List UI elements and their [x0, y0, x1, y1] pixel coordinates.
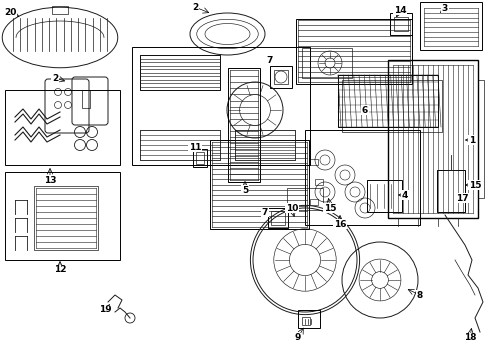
Bar	[314, 179, 323, 185]
Text: 6: 6	[361, 105, 367, 114]
Bar	[227, 68, 260, 182]
Bar	[302, 317, 309, 325]
Text: 10: 10	[285, 203, 298, 212]
Bar	[387, 60, 477, 218]
Bar	[270, 211, 285, 225]
Bar	[393, 17, 407, 31]
Text: 17: 17	[455, 194, 468, 202]
Text: 4: 4	[401, 190, 407, 199]
Bar	[309, 159, 317, 165]
Bar	[209, 140, 308, 229]
Text: 8: 8	[416, 291, 422, 300]
Bar	[302, 48, 351, 78]
Text: 2: 2	[52, 73, 58, 82]
Bar	[193, 149, 206, 167]
Text: 20: 20	[4, 8, 16, 17]
Text: 7: 7	[261, 207, 267, 216]
Text: 3: 3	[441, 4, 447, 13]
Bar	[297, 310, 319, 328]
Bar	[132, 47, 309, 165]
Bar	[305, 130, 419, 225]
Bar	[419, 2, 481, 50]
Text: 15: 15	[323, 203, 336, 212]
Bar	[5, 90, 120, 165]
Text: 19: 19	[99, 306, 111, 315]
Text: 9: 9	[294, 333, 301, 342]
Text: 5: 5	[242, 185, 247, 194]
Bar	[436, 170, 464, 212]
Bar	[140, 55, 220, 90]
Bar	[389, 13, 411, 35]
Bar	[309, 199, 317, 205]
Text: 1: 1	[468, 135, 474, 144]
Bar	[477, 80, 483, 198]
Bar	[286, 188, 323, 210]
Bar	[269, 66, 291, 88]
Text: 7: 7	[266, 55, 273, 64]
Bar	[235, 130, 294, 160]
Bar	[196, 152, 203, 164]
Text: 18: 18	[463, 333, 475, 342]
Text: 16: 16	[333, 220, 346, 229]
Bar	[273, 70, 287, 84]
Text: 14: 14	[393, 5, 406, 14]
Bar	[140, 130, 220, 160]
Text: 12: 12	[54, 266, 66, 275]
Bar	[295, 19, 411, 84]
Bar	[267, 208, 287, 228]
Bar	[82, 90, 90, 108]
Bar	[52, 6, 68, 14]
Text: 11: 11	[188, 143, 201, 152]
Bar	[5, 172, 120, 260]
Text: 2: 2	[191, 3, 198, 12]
Bar	[34, 186, 98, 250]
Bar	[341, 80, 441, 132]
Bar	[366, 180, 401, 212]
Text: 13: 13	[43, 176, 56, 185]
Text: 15: 15	[468, 180, 480, 189]
Bar	[337, 75, 437, 127]
